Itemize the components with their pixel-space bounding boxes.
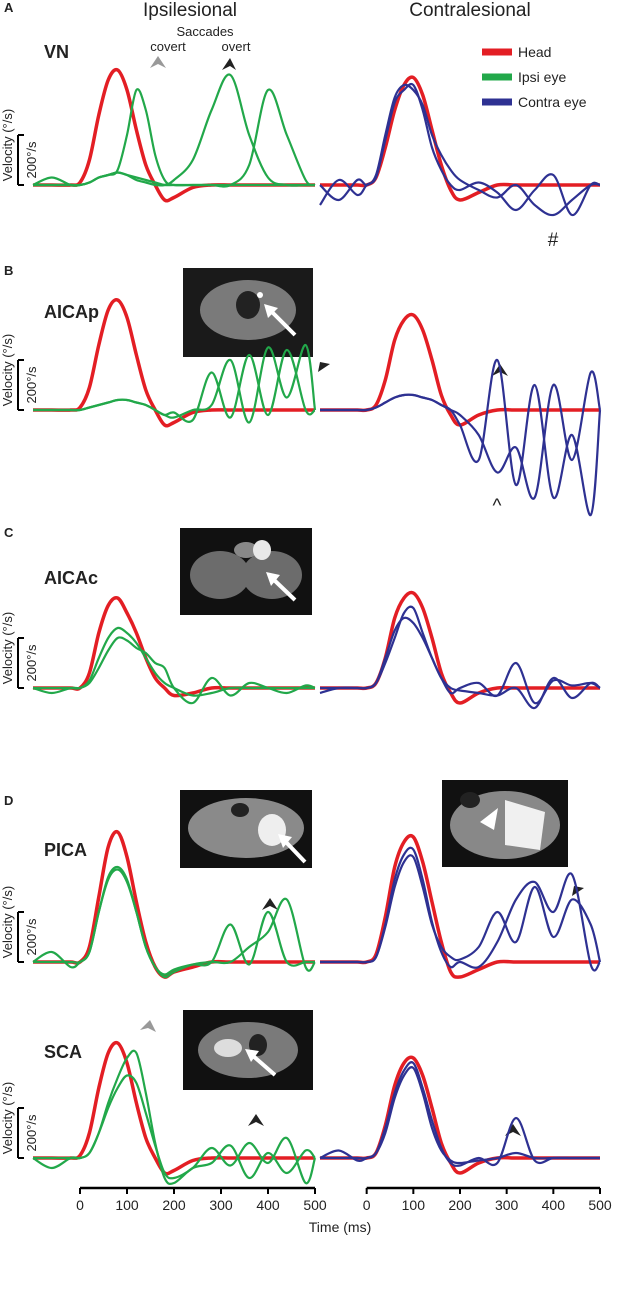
arrowhead (222, 58, 236, 70)
annotation: ^ (493, 496, 502, 517)
mri-lesion (253, 540, 271, 560)
arrow-head (266, 572, 280, 586)
panel-label: PICA (44, 840, 87, 860)
x-tick-label: 100 (402, 1197, 426, 1213)
panel-label: AICAp (44, 302, 99, 322)
annotation: # (548, 230, 559, 251)
mri-tissue (234, 542, 258, 558)
panel-label: AICAc (44, 568, 98, 588)
mri-ventricle (231, 803, 249, 817)
y-axis-label: Velocity (°/s) (0, 612, 15, 684)
arrowhead (572, 886, 584, 896)
mri-ventricle (460, 792, 480, 808)
trace (32, 88, 315, 187)
arrowhead (248, 1114, 264, 1126)
trace (319, 82, 601, 217)
scale-bar-label: 200°/s (24, 644, 39, 682)
arrowhead (140, 1020, 156, 1032)
trace (32, 1074, 317, 1185)
panel-label: SCA (44, 1042, 82, 1062)
trace (319, 1066, 600, 1165)
trace (320, 1055, 600, 1175)
y-axis-label: Velocity (°/s) (0, 334, 15, 406)
x-tick-label: 400 (256, 1197, 280, 1213)
trace (320, 358, 602, 517)
arrow (282, 838, 307, 864)
annotation: overt (222, 39, 251, 54)
x-tick-label: 0 (76, 1197, 84, 1213)
x-tick-label: 300 (209, 1197, 233, 1213)
arrowhead (262, 898, 278, 910)
trace (319, 590, 600, 705)
trace (33, 298, 315, 428)
scale-bar-label: 200°/s (24, 1114, 39, 1152)
x-tick-label: 400 (542, 1197, 566, 1213)
x-tick-label: 300 (495, 1197, 519, 1213)
legend-label: Ipsi eye (518, 69, 566, 85)
trace (319, 616, 601, 710)
arrow-head (264, 304, 278, 318)
trace (319, 605, 601, 705)
scale-bar-label: 200°/s (24, 366, 39, 404)
scale-bar-label: 200°/s (24, 141, 39, 179)
x-tick-label: 100 (115, 1197, 139, 1213)
arrowhead (150, 56, 166, 68)
trace (32, 636, 316, 705)
mri-ventricle (236, 291, 260, 319)
trace (33, 348, 316, 423)
x-tick-label: 200 (162, 1197, 186, 1213)
arrow (250, 1053, 277, 1077)
x-axis-label: Time (ms) (309, 1219, 371, 1235)
annotation: Saccades (176, 24, 234, 39)
y-axis-label: Velocity (°/s) (0, 1082, 15, 1154)
column-title: Ipsilesional (143, 0, 237, 21)
panel-letter: A (4, 0, 14, 15)
trace (320, 854, 602, 964)
y-axis-label: Velocity (°/s) (0, 886, 15, 958)
legend-label: Contra eye (518, 94, 587, 110)
mri-tissue (190, 551, 250, 599)
arrow (270, 576, 297, 602)
trace (320, 370, 602, 500)
mri-lesion (258, 814, 286, 846)
mri-lesion (257, 292, 263, 298)
column-title: Contralesional (409, 0, 530, 21)
scale-bar-label: 200°/s (24, 918, 39, 956)
trace (32, 868, 315, 976)
arrow-head (278, 834, 292, 848)
annotation: covert (150, 39, 186, 54)
panel-letter: C (4, 525, 14, 540)
arrow-head (480, 808, 498, 830)
y-axis-label: Velocity (°/s) (0, 109, 15, 181)
legend-label: Head (518, 44, 551, 60)
x-tick-label: 500 (303, 1197, 327, 1213)
x-tick-label: 200 (448, 1197, 472, 1213)
trace (320, 312, 600, 427)
mri-lesion (214, 1039, 242, 1057)
trace (33, 1040, 315, 1176)
trace (32, 626, 315, 697)
x-tick-label: 0 (363, 1197, 371, 1213)
panel-label: VN (44, 42, 69, 62)
trace (32, 88, 316, 188)
mri-lesion (505, 800, 545, 850)
panel-letter: B (4, 263, 13, 278)
insets (180, 268, 568, 1090)
trace (320, 1061, 600, 1167)
x-tick-label: 500 (588, 1197, 612, 1213)
panel-letter: D (4, 793, 13, 808)
arrowhead (318, 362, 330, 372)
arrow (268, 308, 297, 337)
arrow-head (245, 1049, 259, 1062)
